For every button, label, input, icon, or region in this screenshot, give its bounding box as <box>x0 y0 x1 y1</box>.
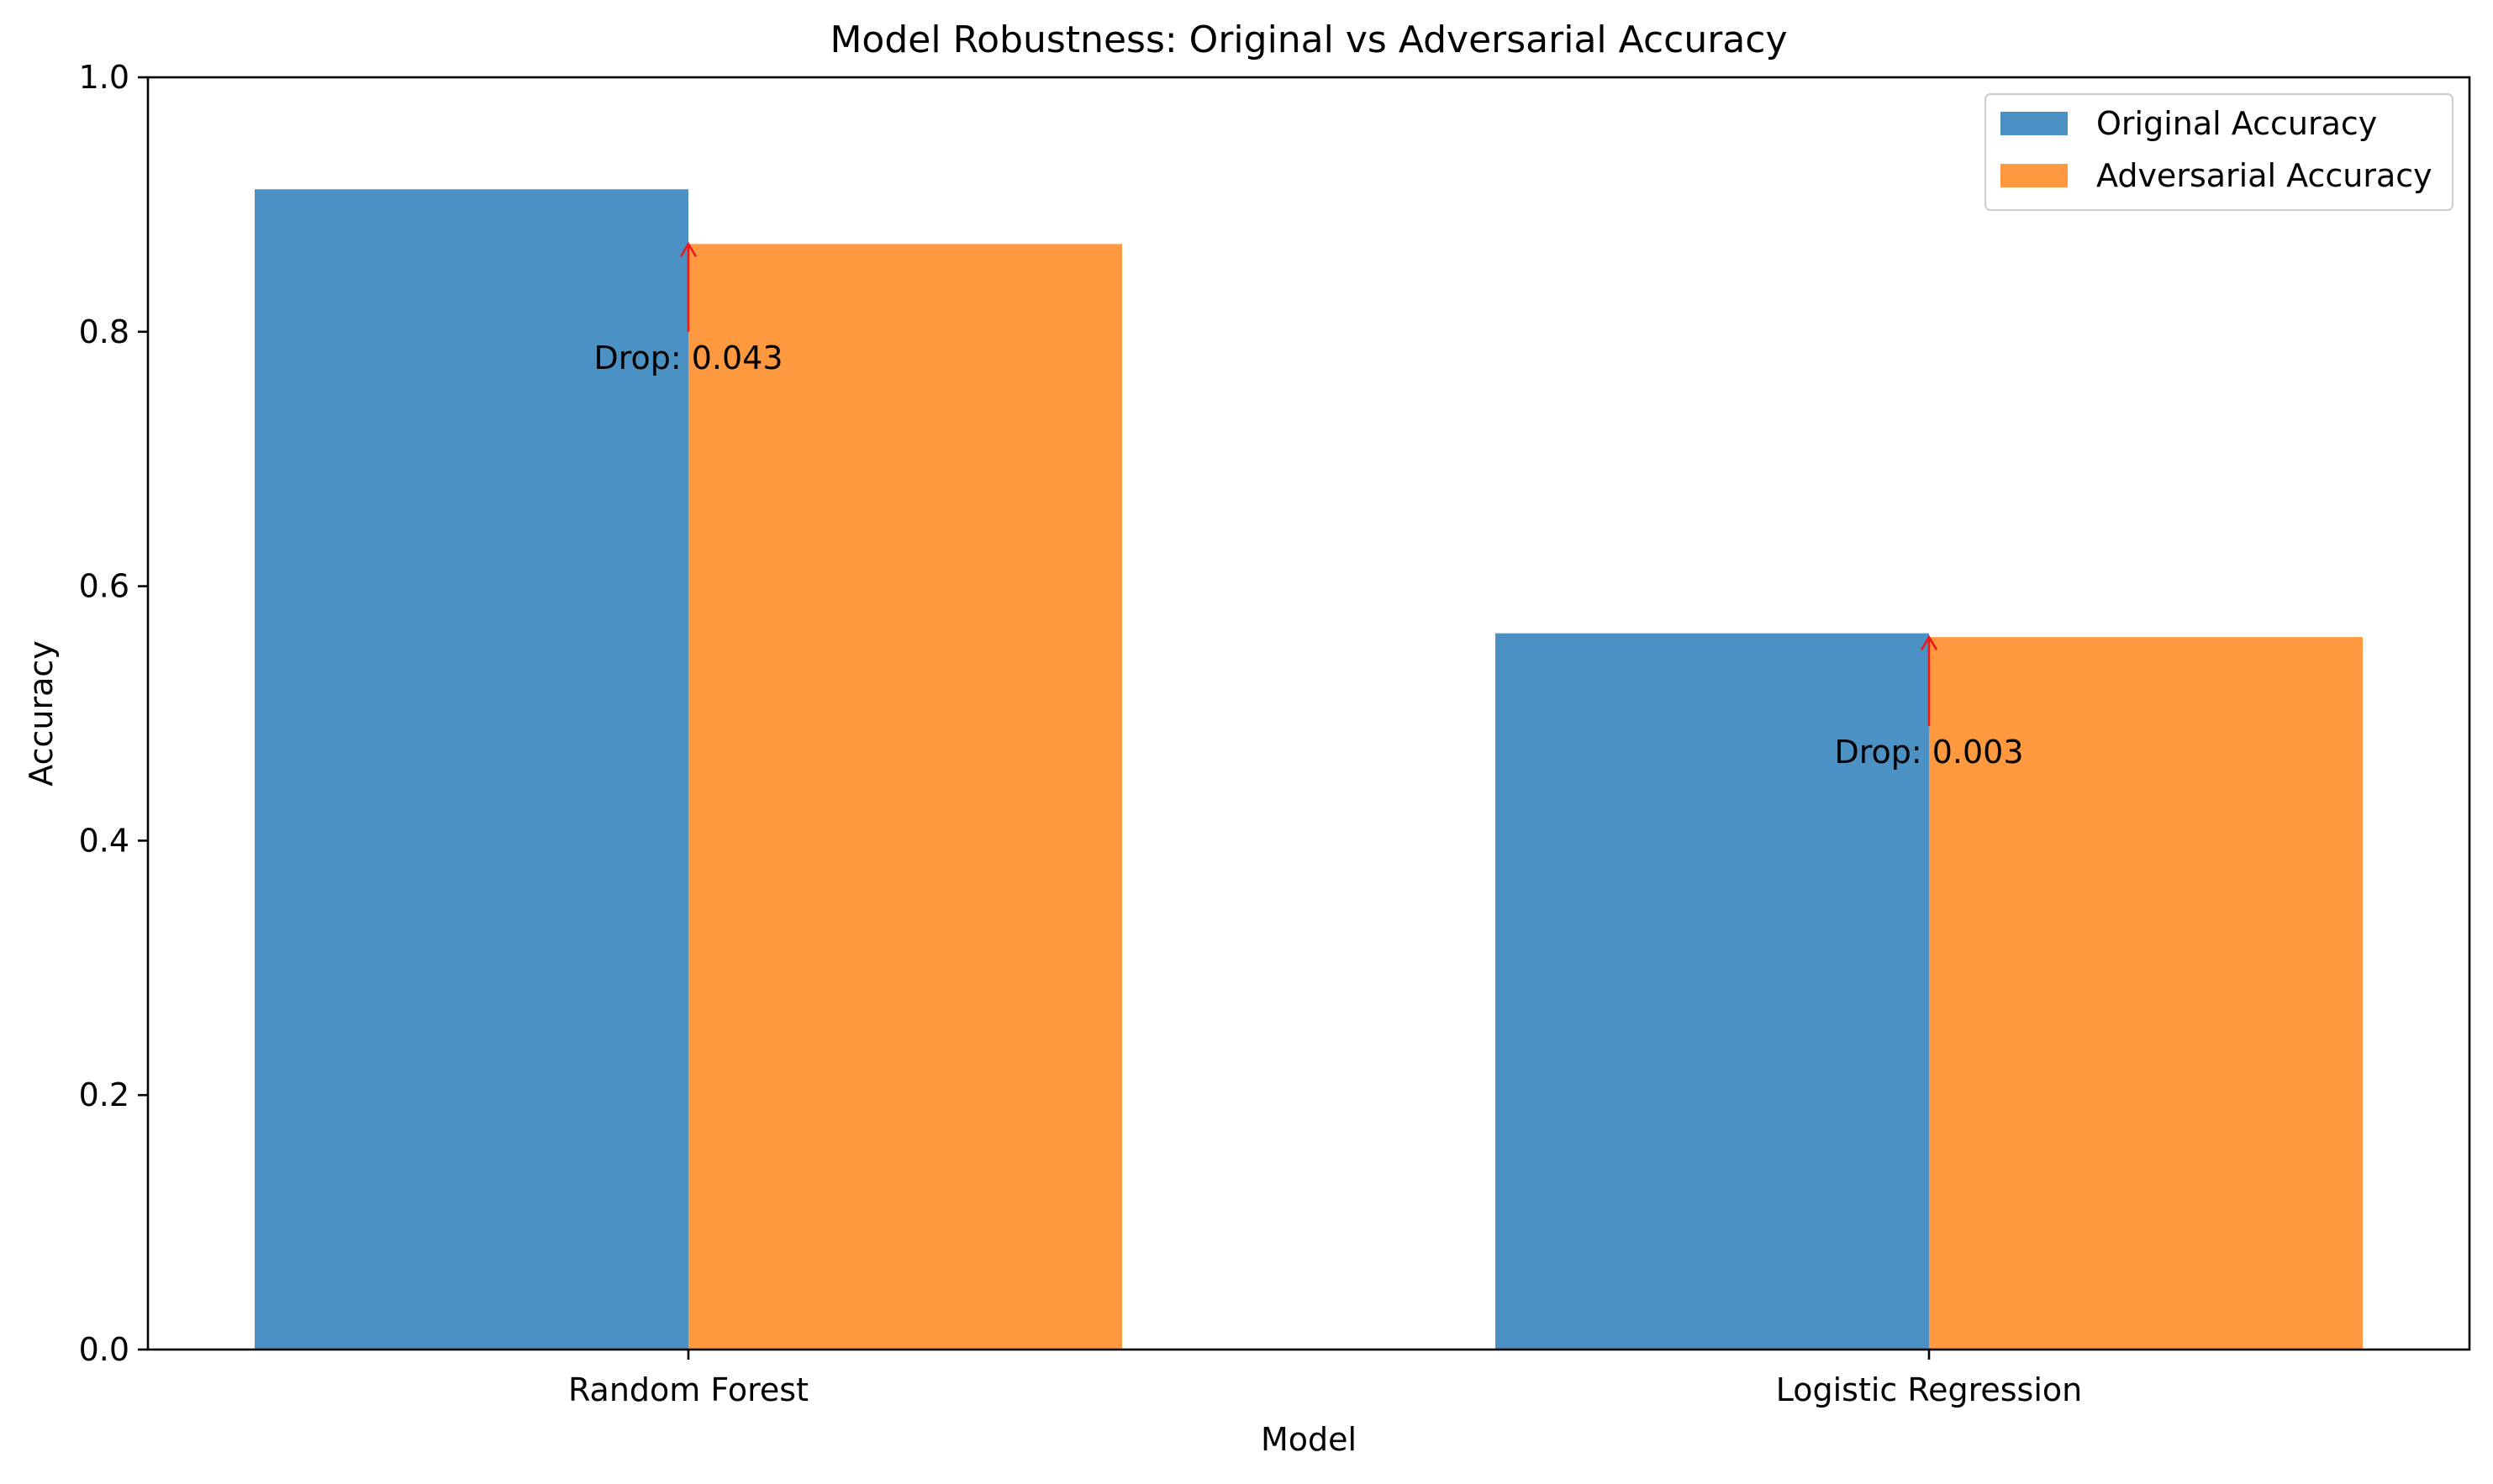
y-tick-label: 0.0 <box>79 1331 129 1368</box>
legend-box <box>1984 93 2453 211</box>
x-axis-label: Model <box>1261 1421 1357 1458</box>
bar-adversarial-accuracy-logistic-regression <box>1929 637 2363 1350</box>
legend-swatch-original <box>2000 112 2068 135</box>
bar-adversarial-accuracy-random-forest <box>688 244 1122 1350</box>
legend: Original Accuracy Adversarial Accuracy <box>1984 93 2453 211</box>
y-axis-label: Accuracy <box>23 640 60 787</box>
y-tick-label: 0.4 <box>79 822 129 859</box>
x-tick-label-logistic-regression: Logistic Regression <box>1776 1371 2083 1408</box>
annotation-drop-label: Drop: 0.043 <box>593 339 783 376</box>
bars-layer <box>255 189 2363 1350</box>
legend-label-adversarial: Adversarial Accuracy <box>2096 157 2432 194</box>
annotation-arrow-head <box>679 241 698 258</box>
y-tick-label: 0.6 <box>79 568 129 605</box>
y-tick-label: 0.8 <box>79 313 129 350</box>
annotation-drop-label: Drop: 0.003 <box>1834 734 2023 771</box>
y-axis: 0.0 0.2 0.4 0.6 0.8 1.0 <box>79 59 148 1368</box>
bar-original-accuracy-logistic-regression <box>1495 633 1929 1350</box>
y-tick-label: 1.0 <box>79 59 129 96</box>
x-axis: Random Forest Logistic Regression <box>568 1350 2082 1408</box>
chart-title: Model Robustness: Original vs Adversaria… <box>830 18 1787 61</box>
bar-original-accuracy-random-forest <box>255 189 688 1350</box>
y-tick-label: 0.2 <box>79 1076 129 1113</box>
plot-frame <box>146 76 2471 1351</box>
x-tick-label-random-forest: Random Forest <box>568 1371 809 1408</box>
annotation-arrow-head <box>1920 634 1938 650</box>
legend-swatch-adversarial <box>2000 164 2068 187</box>
annotations: Drop: 0.043 Drop: 0.003 <box>593 241 2024 771</box>
legend-label-original: Original Accuracy <box>2096 105 2377 142</box>
